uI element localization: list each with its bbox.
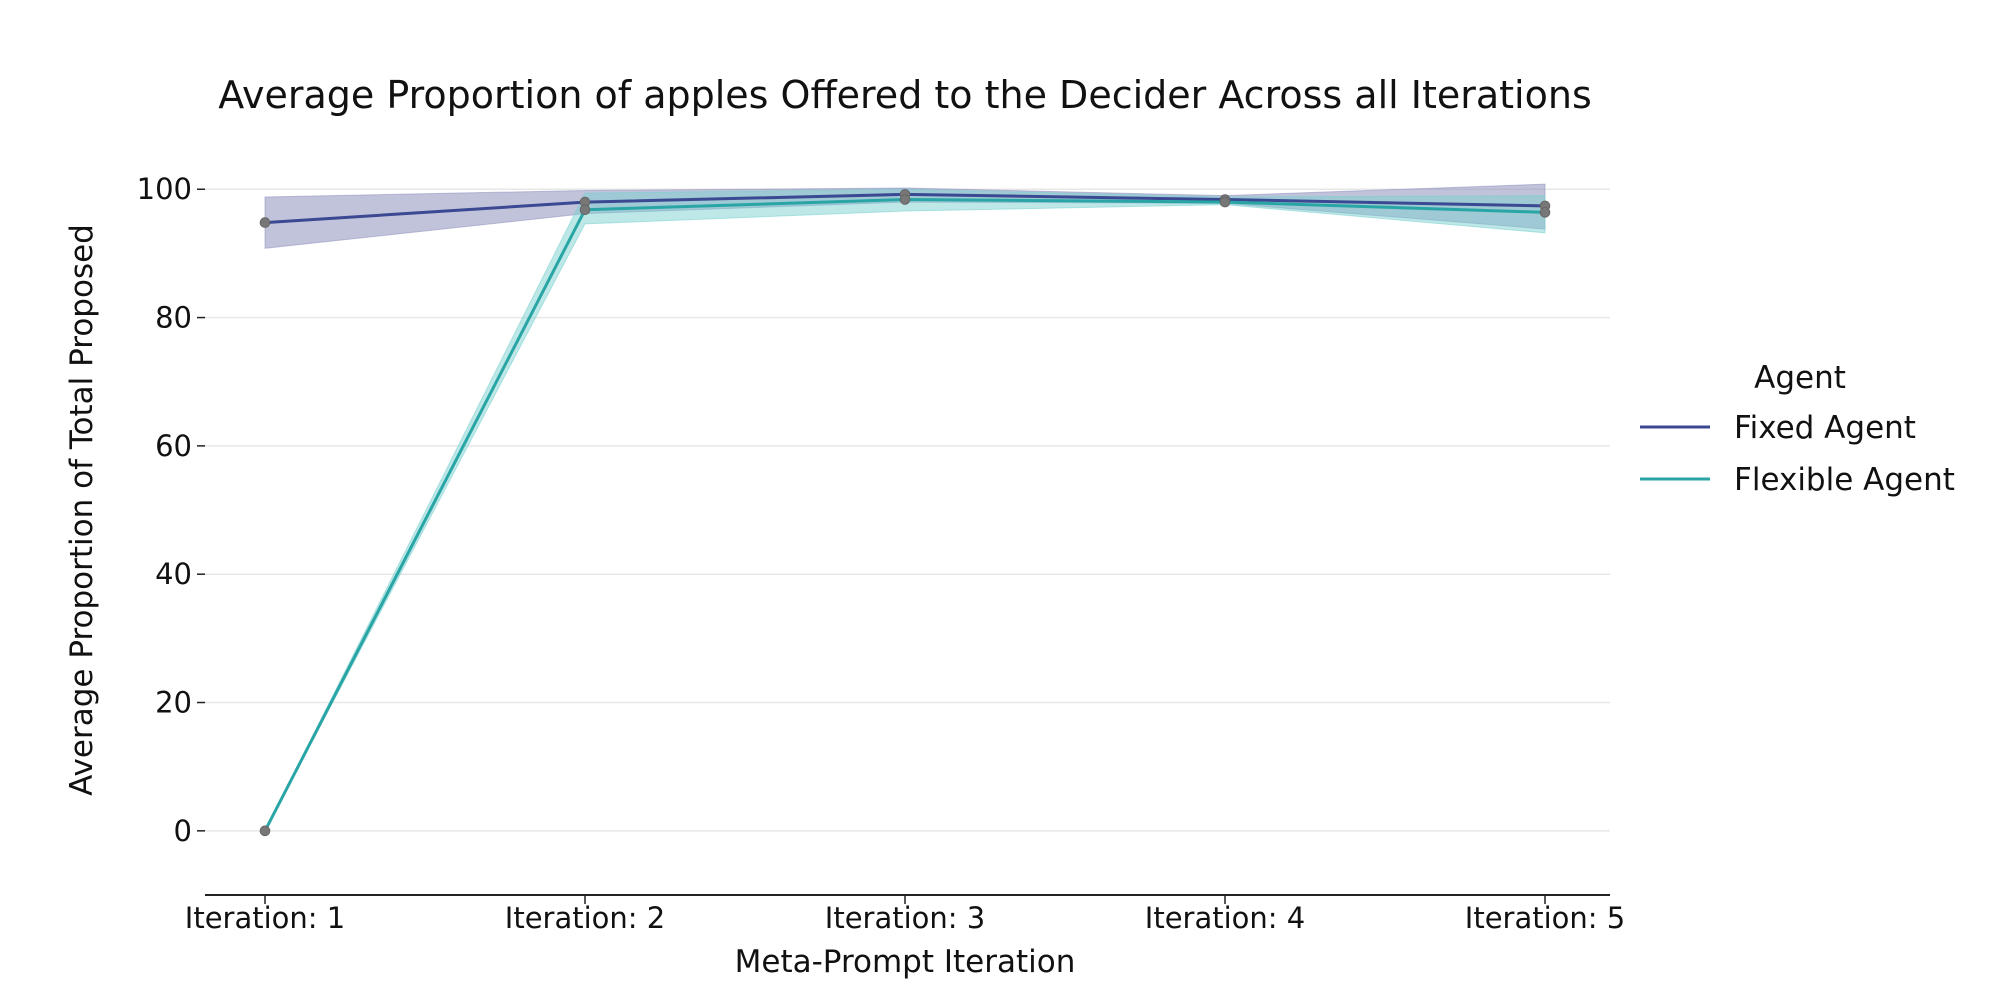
legend: Agent Fixed Agent Flexible Agent bbox=[1640, 360, 1955, 498]
y-tick-label-60: 60 bbox=[155, 429, 192, 463]
legend-label-fixed-agent: Fixed Agent bbox=[1734, 410, 1916, 446]
legend-title: Agent bbox=[1754, 360, 1846, 396]
y-tick-label-20: 20 bbox=[155, 686, 192, 720]
chart-title: Average Proportion of apples Offered to … bbox=[218, 73, 1592, 117]
data-point-flexible-agent-3 bbox=[899, 194, 911, 205]
x-tick-label-1: Iteration: 1 bbox=[185, 901, 345, 935]
series-lines bbox=[263, 192, 1547, 833]
x-axis-label: Meta-Prompt Iteration bbox=[735, 944, 1076, 980]
x-tick-label-5: Iteration: 5 bbox=[1465, 901, 1625, 935]
y-axis-label: Average Proportion of Total Proposed bbox=[64, 224, 100, 796]
confidence-bands bbox=[264, 183, 1546, 832]
y-tick-label-0: 0 bbox=[174, 814, 192, 848]
axes: 0 20 40 60 80 100 Iteration: 1 Iteration: 2 Iter… bbox=[137, 172, 1626, 935]
x-tick-label-4: Iteration: 4 bbox=[1145, 901, 1305, 935]
confidence-band-flexible-agent bbox=[264, 188, 1546, 832]
series-markers bbox=[259, 189, 1551, 837]
y-tick-label-100: 100 bbox=[137, 172, 192, 206]
data-point-flexible-agent-1 bbox=[259, 825, 271, 837]
grid-layer bbox=[205, 188, 1610, 832]
y-tick-label-80: 80 bbox=[155, 301, 192, 335]
data-point-flexible-agent-4 bbox=[1219, 196, 1231, 208]
data-point-flexible-agent-2 bbox=[579, 204, 591, 216]
data-point-flexible-agent-5 bbox=[1539, 207, 1551, 218]
legend-label-flexible-agent: Flexible Agent bbox=[1734, 462, 1955, 498]
y-tick-label-40: 40 bbox=[155, 557, 192, 591]
series-line-flexible-agent bbox=[263, 198, 1547, 833]
x-tick-label-2: Iteration: 2 bbox=[505, 901, 665, 935]
x-tick-label-3: Iteration: 3 bbox=[825, 901, 985, 935]
data-point-fixed-agent-1 bbox=[259, 217, 271, 228]
